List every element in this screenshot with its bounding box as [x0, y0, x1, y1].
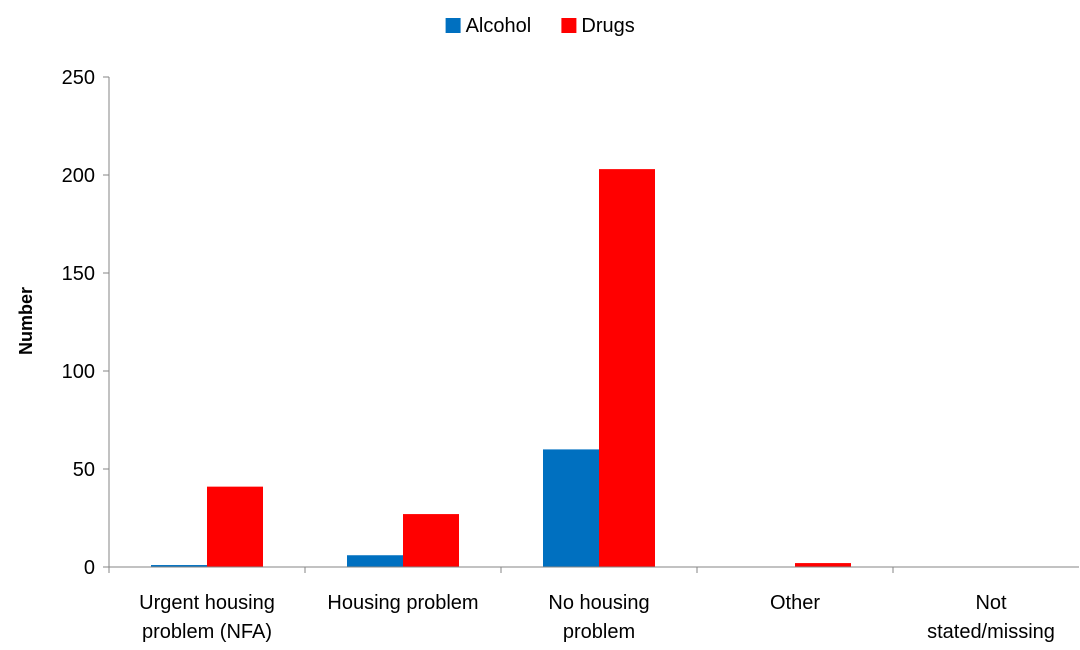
- y-tick-label: 200: [62, 165, 95, 187]
- y-tick-label: 250: [62, 67, 95, 89]
- bar-drugs: [795, 563, 851, 567]
- legend-label: Drugs: [581, 15, 634, 37]
- x-axis: Urgent housing problem (NFA) Housing probl…: [108, 566, 1079, 643]
- x-tick-label: No housing problem: [548, 592, 649, 643]
- bar-drugs: [599, 169, 655, 567]
- y-axis-label: Number: [16, 287, 36, 355]
- legend: Alcohol Drugs: [445, 15, 635, 37]
- y-tick-label: 100: [62, 361, 95, 383]
- bar-alcohol: [543, 449, 599, 567]
- bars: [151, 169, 851, 567]
- bar-alcohol: [151, 565, 207, 567]
- x-tick-label: Urgent housing problem (NFA): [139, 592, 275, 643]
- y-tick-label: 50: [73, 459, 95, 481]
- legend-swatch-alcohol: [445, 18, 461, 33]
- legend-label: Alcohol: [466, 15, 532, 37]
- legend-swatch-drugs: [561, 18, 577, 33]
- bar-drugs: [207, 486, 263, 567]
- x-tick-label: Housing problem: [327, 592, 478, 614]
- bar-alcohol: [347, 555, 403, 567]
- x-tick-label: Not stated/missing: [927, 592, 1055, 643]
- x-tick-label: Other: [770, 592, 820, 614]
- bar-drugs: [403, 514, 459, 567]
- y-tick-label: 150: [62, 263, 95, 285]
- y-tick-label: 0: [84, 557, 95, 579]
- y-axis: 0 50 100 150 200 250: [62, 67, 110, 579]
